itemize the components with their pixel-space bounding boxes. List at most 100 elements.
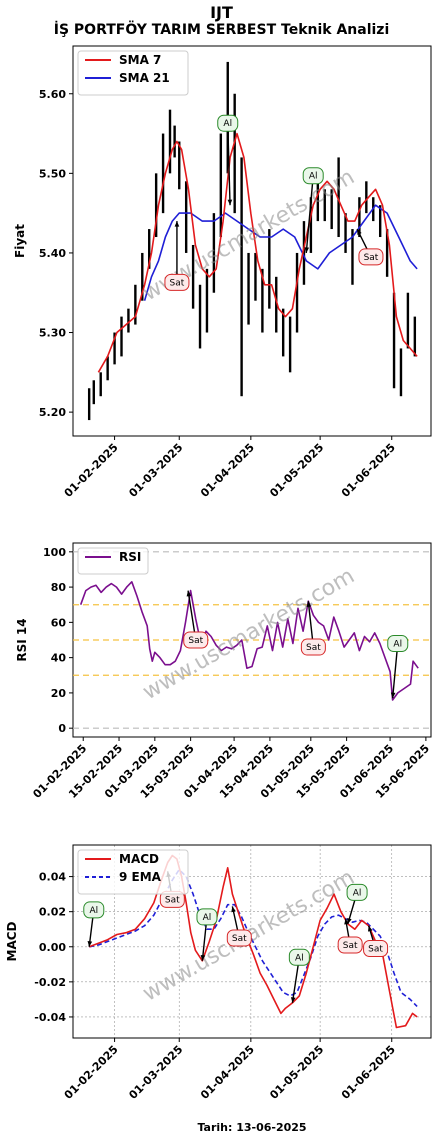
y-tick-label: 80 [51, 581, 67, 594]
price-bar [212, 213, 216, 293]
y-tick-label: 5.40 [39, 247, 66, 260]
y-tick-label: 40 [51, 652, 67, 665]
price-bar [168, 109, 172, 174]
sell-signal-label: Sat [364, 253, 379, 263]
price-bar [173, 125, 176, 158]
buy-signal-label: Al [393, 640, 402, 650]
price-bar [392, 292, 396, 389]
y-tick-label: 0.02 [39, 906, 66, 919]
signal-arrowhead [390, 692, 396, 699]
price-bar [134, 284, 137, 325]
price-bar [184, 181, 188, 253]
sell-signal-label: Sat [368, 945, 383, 955]
price-bar [344, 213, 347, 253]
y-axis-label: RSI 14 [15, 618, 29, 661]
price-bar [127, 308, 130, 333]
plot-frame [72, 844, 432, 1039]
price-bar [316, 181, 320, 222]
sell-signal-badge [164, 273, 190, 291]
price-bar [385, 229, 389, 277]
macd-panel: -0.04 -0.02 0.00 0.02 0.04 01-02-2025 01-03-20… [5, 844, 432, 1102]
signal-arrowhead [200, 955, 206, 961]
buy-signal-badge [196, 908, 218, 926]
signal-arrowhead [304, 247, 310, 253]
y-tick-label: -0.04 [34, 1011, 66, 1024]
price-bar [281, 308, 285, 357]
price-bar [87, 388, 91, 421]
x-tick-label: 01-06-2025 [339, 1043, 398, 1102]
sell-signal-label: Sat [343, 941, 358, 951]
price-bar [302, 221, 306, 285]
price-bar [406, 292, 410, 349]
signal-arrow [391, 643, 399, 699]
signal-arrowhead [368, 925, 373, 932]
price-bar [233, 93, 236, 214]
sell-signal-badge [363, 940, 389, 958]
price-bar [330, 189, 333, 230]
signal-arrowhead [227, 199, 233, 206]
sell-signal-badge [300, 638, 326, 656]
legend-label: SMA 7 [119, 53, 161, 67]
chart-title: IJT [210, 3, 233, 22]
y-tick-label: 5.60 [39, 88, 66, 101]
buy-signal-label: Al [203, 913, 212, 923]
price-bar [268, 229, 271, 309]
price-bar [141, 252, 144, 301]
legend-label: 9 EMA [119, 870, 162, 884]
legend-label: RSI [119, 550, 141, 564]
price-bar [365, 181, 368, 214]
price-bar [399, 348, 403, 397]
signal-arrowhead [186, 590, 192, 597]
buy-signal-label: Al [89, 906, 98, 916]
x-tick-label: 01-02-2025 [62, 1043, 121, 1102]
price-bar [337, 157, 340, 238]
legend-box [77, 50, 189, 96]
signal-arrowhead [347, 917, 352, 924]
sell-signal-label: Sat [170, 278, 185, 288]
y-axis-label: Fiyat [13, 224, 27, 258]
y-tick-label: 5.50 [39, 167, 66, 180]
x-tick-label: 01-03-2025 [126, 441, 185, 500]
y-tick-label: 20 [51, 687, 67, 700]
price-bar [161, 133, 165, 214]
buy-signal-label: Al [295, 953, 304, 963]
chart-header: IJT İŞ PORTFÖY TARIM SERBEST Teknik Anal… [0, 0, 443, 39]
chart-subtitle: İŞ PORTFÖY TARIM SERBEST Teknik Analizi [53, 22, 390, 38]
buy-signal-badge [83, 901, 105, 919]
buy-signal-label: Al [309, 172, 318, 182]
y-tick-label: 100 [43, 546, 66, 559]
signal-arrowhead [231, 906, 236, 913]
price-bar [205, 268, 209, 333]
price-bar [288, 316, 292, 373]
price-bar [148, 229, 151, 269]
price-bar [323, 189, 326, 222]
signal-arrowhead [306, 601, 312, 607]
price-bar [240, 157, 243, 397]
price-bar [219, 133, 223, 238]
sell-signal-label: Sat [232, 934, 247, 944]
price-bar [178, 141, 181, 190]
buy-signal-badge [346, 883, 368, 901]
date-xlabel: Tarih: 13-06-2025 [197, 1121, 306, 1134]
price-bar [191, 244, 195, 309]
signal-arrowhead [174, 221, 180, 227]
buy-signal-badge [217, 114, 239, 132]
y-axis-label: MACD [5, 921, 19, 961]
sell-signal-badge [226, 929, 252, 947]
buy-signal-badge [387, 635, 409, 653]
price-bar [413, 316, 417, 357]
legend-label: SMA 21 [119, 71, 170, 85]
price-bar [275, 276, 278, 333]
y-tick-label: 0.04 [39, 871, 66, 884]
price-bar [358, 197, 361, 238]
signal-arrow [227, 123, 231, 206]
plot-frame [72, 45, 432, 437]
x-tick-label: 01-04-2025 [198, 441, 257, 500]
legend-box [77, 849, 189, 895]
signal-arrowhead [357, 229, 362, 236]
sell-signal-label: Sat [165, 895, 180, 905]
x-tick-label: 01-04-2025 [198, 1043, 257, 1102]
buy-signal-label: Al [353, 888, 362, 898]
buy-signal-badge [302, 167, 324, 185]
